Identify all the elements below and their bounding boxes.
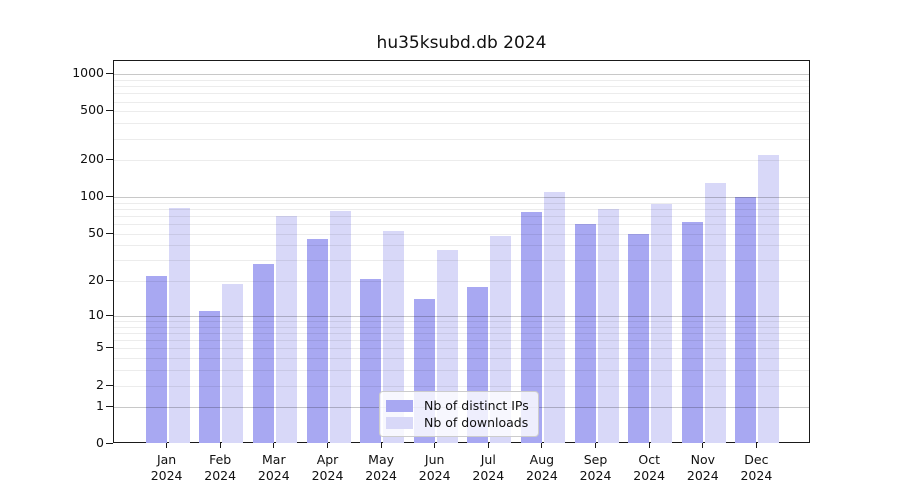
legend-item-distinct-ips: Nb of distinct IPs — [386, 397, 529, 414]
y-tick-label: 0 — [96, 434, 104, 450]
x-tick-label-jan: Jan 2024 — [150, 452, 183, 483]
legend-swatch-ips — [386, 399, 413, 412]
y-tick — [106, 232, 113, 234]
y-tick-label: 100 — [80, 188, 104, 204]
y-tick-label: 500 — [80, 102, 104, 118]
bar-downloads-apr-2024 — [329, 211, 351, 443]
x-tick-label-mar: Mar 2024 — [257, 452, 290, 483]
x-tick-label-jul: Jul 2024 — [472, 452, 505, 483]
bars-layer — [114, 61, 809, 443]
legend: Nb of distinct IPs Nb of downloads — [379, 391, 539, 437]
bar-ips-jan-2024 — [145, 276, 167, 443]
x-tick — [648, 443, 650, 448]
legend-label-ips: Nb of distinct IPs — [424, 398, 529, 413]
x-tick-label-aug: Aug 2024 — [525, 452, 558, 483]
x-tick-label-feb: Feb 2024 — [204, 452, 237, 483]
y-tick-label: 2 — [96, 376, 104, 392]
x-tick — [219, 443, 221, 448]
y-tick — [106, 110, 113, 112]
plot-area — [113, 60, 810, 443]
bar-downloads-may-2024 — [383, 230, 405, 443]
y-tick — [106, 73, 113, 75]
y-tick-label: 1000 — [72, 65, 104, 81]
x-tick — [702, 443, 704, 448]
y-tick-label: 10 — [88, 306, 104, 322]
bar-downloads-mar-2024 — [275, 216, 297, 443]
y-tick — [106, 196, 113, 198]
bar-ips-oct-2024 — [628, 233, 650, 443]
legend-item-downloads: Nb of downloads — [386, 414, 529, 431]
x-tick — [434, 443, 436, 448]
bar-downloads-aug-2024 — [543, 192, 565, 443]
y-tick — [106, 159, 113, 161]
bar-downloads-oct-2024 — [651, 203, 673, 443]
x-tick-label-oct: Oct 2024 — [633, 452, 666, 483]
legend-label-downloads: Nb of downloads — [424, 415, 529, 430]
bar-downloads-dec-2024 — [758, 155, 780, 443]
bar-downloads-nov-2024 — [704, 183, 726, 443]
x-tick — [755, 443, 757, 448]
x-tick — [595, 443, 596, 448]
y-tick-label: 50 — [88, 224, 104, 240]
y-tick-label: 200 — [80, 151, 104, 167]
x-tick-label-jun: Jun 2024 — [418, 452, 451, 483]
x-tick-label-dec: Dec 2024 — [740, 452, 773, 483]
x-tick-label-sep: Sep 2024 — [579, 452, 612, 483]
y-tick-label: 5 — [96, 339, 104, 355]
bar-downloads-sep-2024 — [597, 209, 619, 443]
bar-ips-nov-2024 — [681, 221, 703, 443]
x-tick — [541, 443, 543, 448]
x-tick — [380, 443, 382, 448]
y-tick — [106, 384, 113, 386]
y-tick — [106, 314, 113, 316]
y-tick — [106, 347, 113, 349]
bar-downloads-jan-2024 — [168, 207, 190, 443]
x-tick — [327, 443, 328, 448]
bar-ips-feb-2024 — [199, 311, 221, 443]
x-tick-label-may: May 2024 — [365, 452, 397, 483]
x-tick — [166, 443, 168, 448]
y-tick-label: 1 — [96, 398, 104, 414]
bar-ips-dec-2024 — [735, 197, 757, 443]
y-tick — [106, 280, 113, 282]
y-tick-label: 20 — [88, 272, 104, 288]
bar-ips-apr-2024 — [306, 239, 328, 443]
x-tick-label-nov: Nov 2024 — [686, 452, 719, 483]
bar-ips-may-2024 — [360, 278, 382, 443]
x-tick — [273, 443, 275, 448]
x-tick — [487, 443, 489, 448]
bar-ips-sep-2024 — [574, 224, 596, 443]
y-tick — [106, 406, 113, 408]
x-tick-label-apr: Apr 2024 — [311, 452, 344, 483]
legend-swatch-downloads — [386, 416, 413, 429]
y-tick — [106, 442, 113, 444]
bar-ips-mar-2024 — [252, 264, 274, 443]
bar-downloads-feb-2024 — [222, 283, 244, 443]
chart-title: hu35ksubd.db 2024 — [376, 33, 547, 53]
